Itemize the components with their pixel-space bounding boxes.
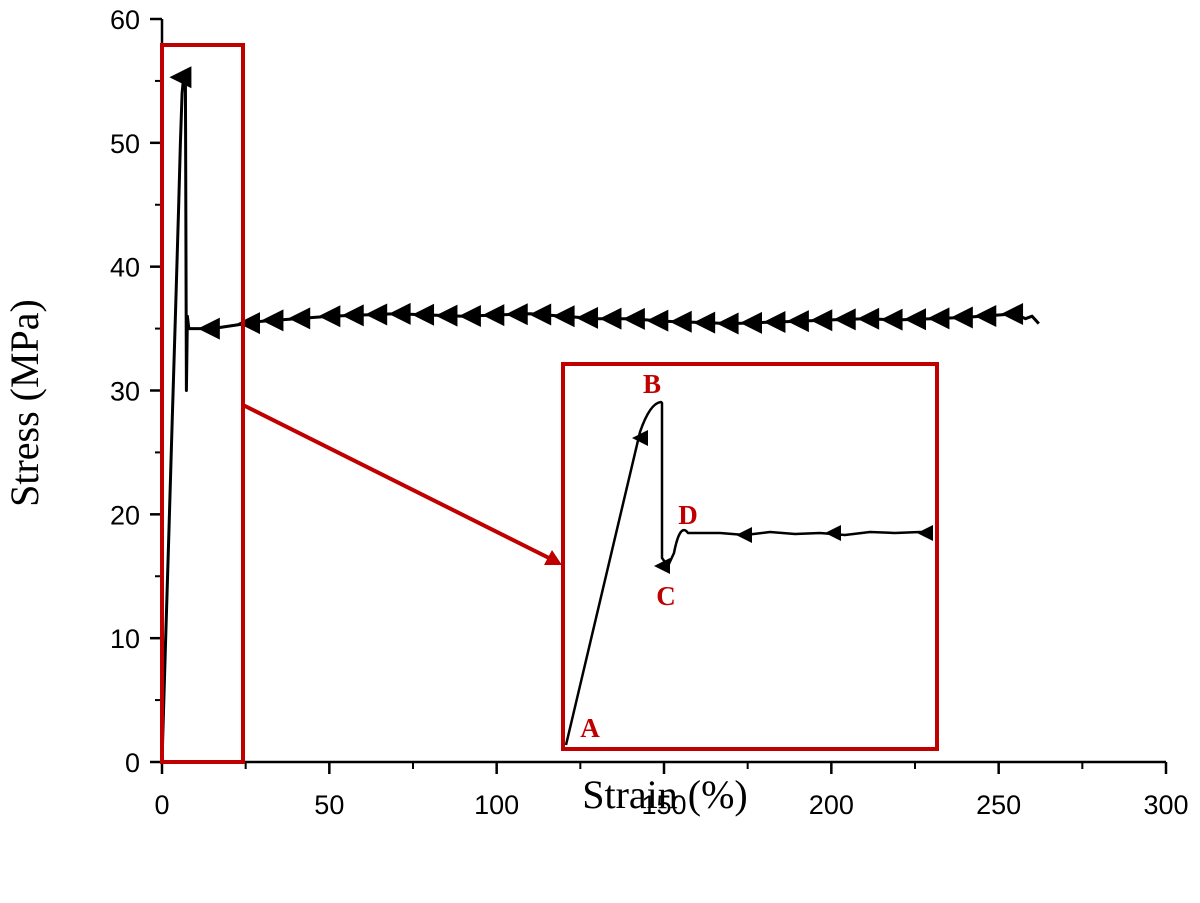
series-marker	[763, 311, 786, 334]
inset-marker	[917, 525, 933, 541]
series-marker	[599, 307, 622, 330]
series-marker	[505, 303, 528, 326]
inset-point-label-d: D	[678, 500, 698, 530]
inset-point-label-c: C	[656, 581, 676, 611]
y-tick-label: 20	[110, 500, 140, 530]
inset-marker	[632, 430, 648, 446]
y-tick-label: 10	[110, 624, 140, 654]
series-marker	[716, 312, 739, 335]
inset-point-label-b: B	[643, 369, 661, 399]
zoom-arrow-line	[242, 403, 554, 562]
series-marker	[833, 308, 856, 331]
x-tick-label: 100	[474, 790, 519, 820]
series-marker	[950, 306, 973, 329]
x-tick-label: 250	[976, 790, 1021, 820]
y-tick-label: 50	[110, 129, 140, 159]
highlight-annotation	[160, 43, 562, 764]
series-marker	[458, 304, 481, 327]
inset-line	[564, 400, 933, 746]
series-marker	[622, 307, 645, 330]
series-marker	[365, 303, 388, 326]
series-marker	[904, 308, 926, 331]
inset-zoom: A B C D	[561, 362, 939, 751]
highlight-box	[160, 43, 245, 764]
series-marker	[482, 304, 505, 327]
y-tick-label: 30	[110, 377, 140, 407]
inset-marker	[825, 525, 841, 541]
series-marker	[288, 307, 311, 330]
series-marker	[810, 309, 833, 332]
y-tick-label: 0	[125, 748, 140, 778]
inset-point-label-a: A	[580, 713, 600, 743]
series-marker	[646, 309, 669, 332]
series-marker	[261, 309, 284, 332]
series-marker	[197, 317, 220, 340]
series-marker	[974, 304, 997, 327]
series-marker	[412, 303, 435, 326]
series-marker	[1001, 302, 1024, 325]
series-marker	[669, 310, 692, 333]
series-marker	[529, 303, 552, 326]
y-tick-label: 60	[110, 5, 140, 35]
x-tick-label: 150	[641, 790, 686, 820]
series-marker	[341, 304, 364, 327]
series-marker	[552, 305, 575, 328]
x-tick-label: 300	[1143, 790, 1188, 820]
inset-box	[561, 362, 939, 751]
axes: 0 50 100 150 200 250 300 0 10 20 30 40 50 60	[110, 5, 1189, 820]
inset-marker	[736, 527, 752, 543]
series-marker	[740, 311, 763, 334]
x-tick-label: 0	[154, 790, 169, 820]
series-marker	[388, 302, 411, 325]
series-marker	[576, 306, 599, 329]
series-marker	[693, 311, 716, 334]
y-axis-title: Stress (MPa)	[2, 299, 47, 507]
series-marker	[927, 307, 950, 330]
zoom-arrow-head	[544, 550, 562, 565]
series-marker	[238, 312, 261, 335]
series-marker	[786, 310, 809, 333]
series-marker	[857, 307, 880, 330]
inset-marker	[654, 558, 670, 574]
series-marker	[435, 304, 458, 327]
series-marker	[880, 308, 903, 331]
x-tick-label: 200	[809, 790, 854, 820]
series-marker	[318, 305, 341, 328]
series-marker	[169, 66, 192, 89]
x-tick-label: 50	[314, 790, 344, 820]
main-series	[160, 66, 1040, 763]
x-axis-title: Strain (%)	[582, 772, 748, 817]
y-tick-label: 40	[110, 253, 140, 283]
